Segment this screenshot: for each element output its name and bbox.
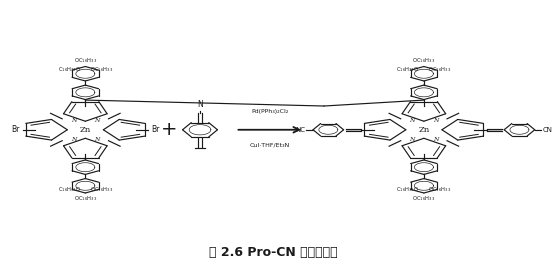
Text: Pd(PPh₃)₂Cl₂: Pd(PPh₃)₂Cl₂ (251, 109, 288, 114)
Text: N: N (409, 118, 415, 123)
Text: N: N (94, 137, 100, 142)
Text: OC$_{16}$H$_{33}$: OC$_{16}$H$_{33}$ (90, 185, 113, 194)
Text: Zn: Zn (418, 126, 429, 134)
Text: N: N (94, 118, 100, 123)
Text: OC$_{16}$H$_{33}$: OC$_{16}$H$_{33}$ (90, 66, 113, 74)
Text: OC$_{16}$H$_{33}$: OC$_{16}$H$_{33}$ (412, 194, 435, 203)
Text: NC: NC (295, 127, 305, 133)
Text: Br: Br (12, 125, 20, 134)
Text: OC$_{16}$H$_{33}$: OC$_{16}$H$_{33}$ (74, 56, 97, 65)
Text: C$_{16}$H$_{33}$O: C$_{16}$H$_{33}$O (397, 185, 419, 194)
Text: OC$_{16}$H$_{33}$: OC$_{16}$H$_{33}$ (428, 185, 452, 194)
Text: N: N (433, 118, 438, 123)
Text: OC$_{16}$H$_{33}$: OC$_{16}$H$_{33}$ (412, 56, 435, 65)
Text: N: N (71, 137, 76, 142)
Text: +: + (161, 120, 177, 139)
Text: 图 2.6 Pro-CN 的合成路线: 图 2.6 Pro-CN 的合成路线 (209, 246, 338, 259)
Text: N: N (409, 137, 415, 142)
Text: N: N (71, 118, 76, 123)
Text: C$_{16}$H$_{33}$O: C$_{16}$H$_{33}$O (58, 185, 81, 194)
Text: C$_{16}$H$_{33}$O: C$_{16}$H$_{33}$O (58, 66, 81, 74)
Text: N: N (433, 137, 438, 142)
Text: Zn: Zn (80, 126, 91, 134)
Text: CuI·THF/Et₃N: CuI·THF/Et₃N (249, 143, 290, 148)
Text: OC$_{16}$H$_{33}$: OC$_{16}$H$_{33}$ (428, 66, 452, 74)
Text: C$_{16}$H$_{33}$O: C$_{16}$H$_{33}$O (397, 66, 419, 74)
Text: CN: CN (542, 127, 552, 133)
Text: N: N (197, 100, 203, 109)
Text: OC$_{16}$H$_{33}$: OC$_{16}$H$_{33}$ (74, 194, 97, 203)
Text: Br: Br (151, 125, 159, 134)
